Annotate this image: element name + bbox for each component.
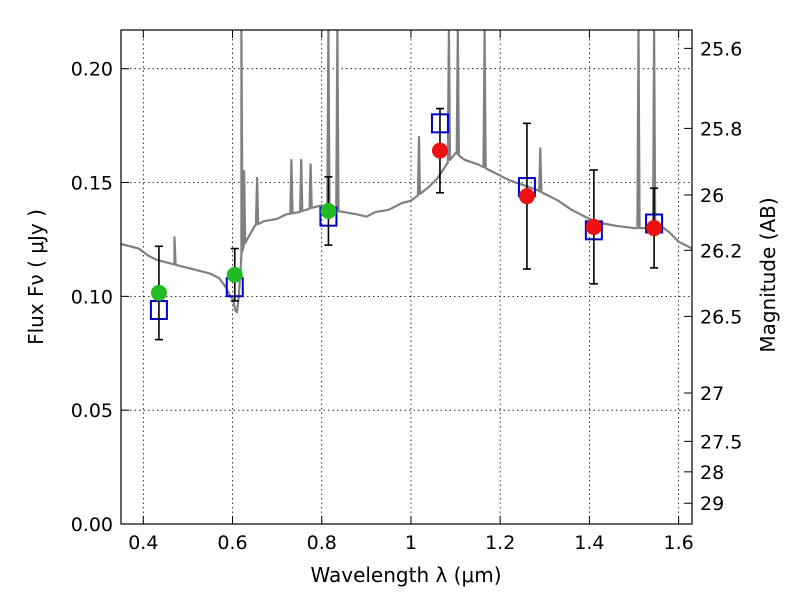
nir-data-point	[646, 220, 663, 237]
optical-data-point	[150, 284, 167, 301]
y-tick-label: 0.10	[71, 286, 113, 308]
x-axis-label: Wavelength λ (μm)	[310, 563, 501, 587]
x-tick-label: 1.4	[574, 532, 604, 554]
y-tick-label: 0.00	[71, 514, 113, 536]
y-right-tick-label: 25.6	[700, 38, 742, 60]
y-right-tick-label: 26	[700, 185, 724, 207]
y-right-tick-label: 27	[700, 383, 724, 405]
y-right-tick-label: 25.8	[700, 118, 742, 140]
y-tick-label: 0.20	[71, 59, 113, 81]
y-tick-label: 0.05	[71, 400, 113, 422]
x-tick-label: 0.4	[128, 532, 158, 554]
plot-area	[121, 30, 692, 341]
y-right-tick-label: 26.2	[700, 240, 742, 262]
x-tick-label: 0.6	[217, 532, 247, 554]
x-tick-label: 0.8	[307, 532, 337, 554]
y-right-tick-label: 29	[700, 493, 724, 515]
y-right-tick-label: 26.5	[700, 306, 742, 328]
y-right-tick-label: 27.5	[700, 431, 742, 453]
optical-data-point	[226, 266, 243, 283]
x-tick-label: 1	[405, 532, 417, 554]
y-axis-label: Flux Fν ( μJy )	[24, 209, 48, 345]
nir-data-point	[431, 142, 448, 159]
x-tick-label: 1.2	[485, 532, 515, 554]
y-right-tick-label: 28	[700, 462, 724, 484]
axis-ticks: 0.4 0.6 0.8 1 1.2 1.4 1.6 0.00 0.05 0.10 0.15 0.20 2…	[71, 30, 742, 554]
plot-frame	[120, 29, 693, 525]
optical-data-point	[320, 202, 337, 219]
y-axis-right-label: Magnitude (AB)	[756, 197, 780, 352]
y-tick-label: 0.15	[71, 173, 113, 195]
nir-data-point	[518, 188, 535, 205]
nir-data-point	[585, 218, 602, 235]
x-tick-label: 1.6	[664, 532, 694, 554]
